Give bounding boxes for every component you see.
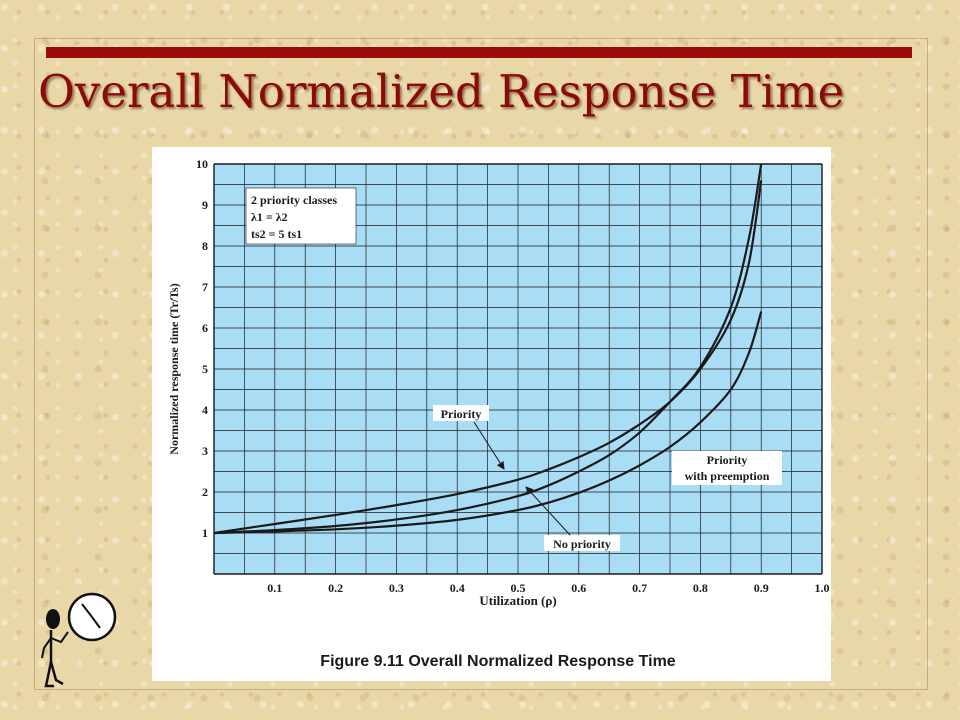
x-axis-label: Utilization (ρ) (479, 593, 556, 608)
x-tick-label: 1.0 (815, 581, 830, 595)
slide-frame (34, 38, 928, 690)
person-icon (41, 609, 69, 688)
x-tick-label: 0.5 (511, 581, 526, 595)
annotation-preemption-line-1: Priority (707, 453, 748, 467)
y-tick-label: 1 (202, 526, 208, 540)
x-tick-label: 0.8 (693, 581, 708, 595)
series-line-priority-with-preemption (214, 311, 763, 535)
x-tick-label: 0.3 (389, 581, 404, 595)
x-tick-label: 0.9 (754, 581, 769, 595)
y-axis-label: Normalized response time (Tr/Ts) (167, 283, 181, 454)
response-time-chart: 0.1 0.2 0.3 0.4 0.5 0.6 0.7 0.8 0.9 1.0 1 2 3 4 5 6 7 8 9… (167, 157, 830, 670)
y-tick-label: 10 (196, 157, 208, 171)
y-tick-labels: 1 2 3 4 5 6 7 8 9 10 (196, 157, 208, 540)
legend-line-3: ts2 = 5 ts1 (251, 227, 302, 241)
series-line-priority (214, 180, 763, 535)
annotation-priority-bg (433, 405, 489, 421)
curves (214, 164, 763, 535)
series-line-no-priority (214, 164, 763, 535)
annotation-no-priority-arrow (525, 486, 571, 536)
x-tick-labels: 0.1 0.2 0.3 0.4 0.5 0.6 0.7 0.8 0.9 1.0 (267, 581, 829, 595)
legend-line-1: 2 priority classes (251, 193, 337, 207)
title-accent-bar (46, 47, 912, 58)
x-tick-label: 0.6 (571, 581, 586, 595)
y-tick-label: 5 (202, 362, 208, 376)
annotation-priority: Priority (441, 407, 482, 421)
annotation-priority-arrow (473, 421, 505, 470)
legend-box (245, 187, 357, 245)
annotation-no-priority: No priority (553, 537, 611, 551)
y-tick-label: 7 (202, 280, 208, 294)
x-tick-label: 0.4 (450, 581, 465, 595)
annotation-preemption-line-2: with preemption (685, 469, 770, 483)
x-tick-label: 0.1 (267, 581, 282, 595)
stick-figure-clipart (41, 592, 117, 688)
figure-panel: 0.1 0.2 0.3 0.4 0.5 0.6 0.7 0.8 0.9 1.0 1 2 3 4 5 6 7 8 9… (152, 147, 831, 681)
y-tick-label: 8 (202, 239, 208, 253)
y-tick-label: 3 (202, 444, 208, 458)
annotation-preemption-bg (672, 451, 782, 485)
y-tick-label: 9 (202, 198, 208, 212)
y-tick-label: 6 (202, 321, 208, 335)
y-tick-label: 4 (202, 403, 208, 417)
x-tick-label: 0.7 (632, 581, 647, 595)
x-tick-label: 0.2 (328, 581, 343, 595)
annotation-no-priority-bg (544, 535, 620, 551)
slide-title: Overall Normalized Response Time (38, 65, 845, 118)
figure-caption: Figure 9.11 Overall Normalized Response … (320, 653, 676, 670)
y-tick-label: 2 (202, 485, 208, 499)
legend-line-2: λ1 = λ2 (251, 210, 288, 224)
clock-icon (67, 592, 117, 642)
